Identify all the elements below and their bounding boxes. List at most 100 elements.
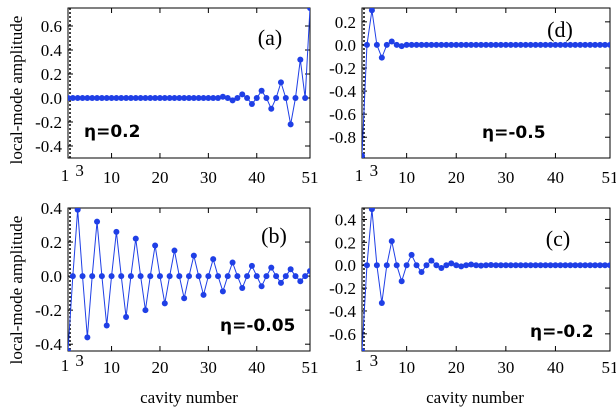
data-point xyxy=(458,41,465,48)
data-point xyxy=(282,95,289,101)
data-point xyxy=(258,283,265,290)
data-point xyxy=(69,95,76,101)
x-tick-label-3: 3 xyxy=(370,351,379,370)
data-point xyxy=(263,273,270,280)
data-point xyxy=(103,322,110,329)
x-tick-label: 20 xyxy=(151,168,168,187)
data-point xyxy=(79,95,86,101)
data-point xyxy=(292,95,299,101)
data-point xyxy=(98,95,105,101)
x-tick-label: 20 xyxy=(448,358,465,377)
x-tick-label: 51 xyxy=(602,168,616,187)
data-point xyxy=(602,262,609,269)
data-point xyxy=(587,41,594,48)
plot-frame xyxy=(361,207,611,352)
x-tick-label: 40 xyxy=(248,358,265,377)
y-tick-label: 0.2 xyxy=(41,233,62,252)
data-point xyxy=(428,257,435,264)
x-tick-label: 51 xyxy=(602,358,616,377)
data-point xyxy=(607,41,610,48)
data-point xyxy=(84,334,91,341)
data-point xyxy=(248,101,255,107)
data-point xyxy=(512,41,519,48)
panel-letter: (d) xyxy=(547,17,573,42)
data-point xyxy=(186,273,192,280)
data-point xyxy=(373,262,380,269)
data-point xyxy=(166,95,173,101)
data-point xyxy=(307,267,310,274)
data-point xyxy=(94,95,101,101)
data-point xyxy=(74,208,81,213)
data-point xyxy=(69,273,76,280)
data-point xyxy=(200,95,207,101)
data-point xyxy=(383,41,390,48)
data-point xyxy=(453,41,460,48)
data-point xyxy=(113,95,120,101)
data-point xyxy=(234,95,241,101)
data-point xyxy=(537,41,544,48)
data-point xyxy=(297,56,304,63)
data-point xyxy=(176,95,183,101)
data-point xyxy=(147,95,154,101)
data-point xyxy=(403,41,410,48)
data-point xyxy=(557,262,564,269)
panel-d: -0.8 -0.6 -0.4 -0.2 0.0 0.2 10 20 30 40 51 1 3 (d) η=-… xyxy=(329,7,616,187)
data-point xyxy=(398,43,405,50)
data-point xyxy=(587,262,594,269)
data-point xyxy=(388,238,395,245)
y-tick-label: 0.4 xyxy=(335,210,357,229)
data-point xyxy=(224,273,231,280)
data-point xyxy=(373,41,380,48)
data-point xyxy=(205,273,212,280)
data-point xyxy=(478,41,485,48)
y-tick-label: -0.4 xyxy=(329,82,356,101)
data-point xyxy=(229,259,236,266)
data-point xyxy=(423,41,430,48)
data-point xyxy=(268,105,275,112)
data-point xyxy=(468,261,475,268)
x-tick-label-1: 1 xyxy=(61,356,70,375)
data-point xyxy=(368,8,375,14)
data-point xyxy=(453,262,460,269)
data-point xyxy=(582,41,589,48)
data-point xyxy=(378,54,385,61)
data-point xyxy=(522,41,529,48)
data-point xyxy=(282,273,289,280)
y-tick-label: -0.4 xyxy=(329,302,356,321)
data-point xyxy=(363,262,370,269)
data-point xyxy=(156,95,163,101)
data-point xyxy=(362,152,365,158)
data-point xyxy=(527,41,534,48)
data-point xyxy=(542,41,549,48)
data-point xyxy=(108,273,115,280)
y-tick-label: -0.6 xyxy=(329,105,356,124)
data-point xyxy=(433,41,440,48)
x-tick-label: 20 xyxy=(448,168,465,187)
y-tick-label: 0.2 xyxy=(335,13,356,32)
data-point xyxy=(522,262,529,269)
data-point xyxy=(532,262,539,269)
data-point xyxy=(362,348,365,351)
data-point xyxy=(171,95,178,101)
data-point xyxy=(292,273,299,280)
y-tick-label: 0.0 xyxy=(335,256,356,275)
data-point xyxy=(210,95,217,101)
data-point xyxy=(552,41,559,48)
x-tick-label: 10 xyxy=(103,358,120,377)
y-tick-label: -0.6 xyxy=(329,325,356,344)
data-point xyxy=(190,252,197,259)
data-point xyxy=(253,95,260,101)
data-point xyxy=(277,79,284,86)
x-tick-label: 30 xyxy=(200,168,217,187)
eta-annotation: η=-0.5 xyxy=(482,123,546,143)
y-tick-label: 0.4 xyxy=(41,199,63,218)
eta-annotation: η=0.2 xyxy=(84,122,140,142)
data-point xyxy=(582,262,589,269)
data-point xyxy=(448,260,455,267)
data-point xyxy=(572,262,579,269)
data-point xyxy=(224,95,231,101)
data-point xyxy=(94,218,101,225)
plot-frame xyxy=(67,7,311,159)
data-point xyxy=(597,41,604,48)
